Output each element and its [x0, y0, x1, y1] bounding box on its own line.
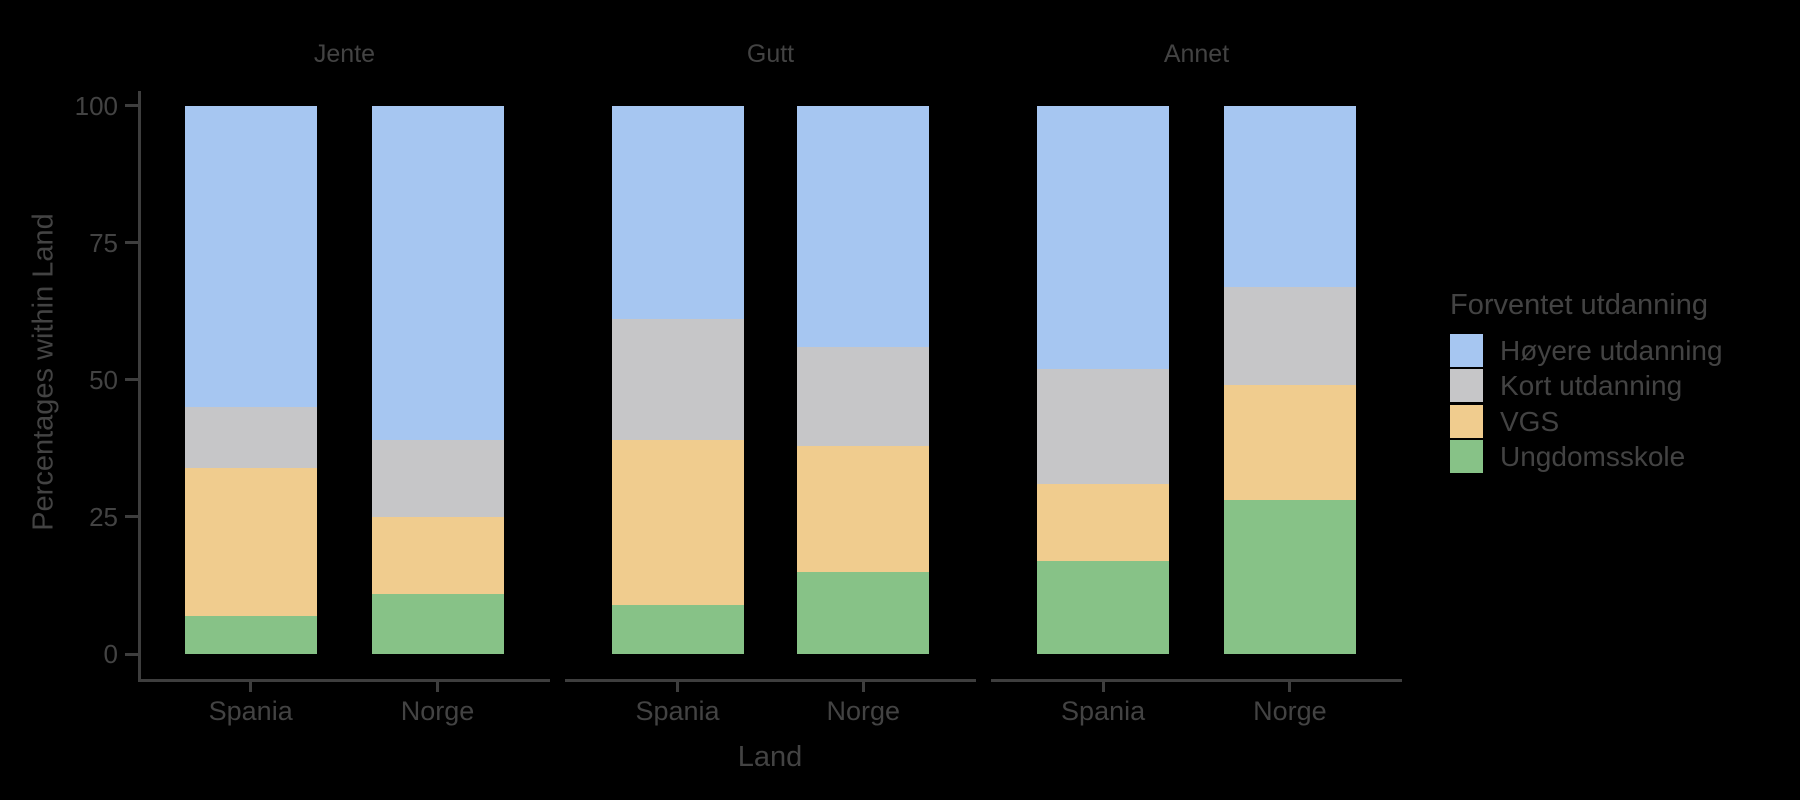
x-axis-line	[139, 679, 550, 682]
legend-item-label: VGS	[1500, 405, 1560, 437]
bar-segment	[1037, 483, 1170, 561]
y-tick	[125, 515, 138, 519]
bar-segment	[1037, 368, 1170, 484]
bar-segment	[611, 105, 744, 320]
bar-segment	[797, 445, 930, 572]
legend-key-swatch	[1450, 440, 1483, 474]
y-tick-label: 50	[89, 364, 118, 395]
y-tick	[125, 378, 138, 382]
bar-segment	[371, 593, 504, 654]
y-tick-label: 100	[74, 90, 118, 121]
x-tick-label: Spania	[208, 696, 293, 726]
x-tick	[676, 679, 679, 692]
bar-segment	[1223, 286, 1356, 386]
facet-title: Gutt	[746, 40, 795, 68]
x-axis-line	[991, 679, 1402, 682]
bar-segment	[1223, 500, 1356, 654]
x-axis-line	[565, 679, 976, 682]
y-tick-label: 25	[89, 501, 118, 532]
legend-item-label: Ungdomsskole	[1500, 441, 1686, 473]
x-tick	[1101, 679, 1105, 692]
legend-item-label: Kort utdanning	[1500, 370, 1683, 402]
x-tick-label: Norge	[826, 696, 901, 726]
y-tick	[125, 241, 138, 245]
bar-segment	[184, 467, 317, 616]
x-axis-title: Land	[737, 741, 803, 773]
bar-segment	[184, 407, 317, 468]
x-tick-label: Norge	[1253, 696, 1327, 726]
bar-segment	[797, 346, 930, 446]
bar-segment	[184, 105, 317, 408]
x-tick	[1288, 679, 1292, 692]
bar-segment	[371, 516, 504, 594]
bar-segment	[1223, 105, 1356, 287]
y-axis-line	[138, 91, 141, 682]
y-tick-label: 0	[103, 639, 118, 669]
y-tick	[125, 104, 138, 107]
x-tick	[861, 679, 865, 692]
bar-segment	[797, 571, 930, 654]
x-tick-label: Norge	[400, 696, 475, 726]
legend-item-label: Høyere utdanning	[1500, 335, 1723, 366]
x-tick-label: Spania	[1061, 696, 1146, 726]
bar-segment	[1037, 560, 1170, 654]
bar-segment	[611, 440, 744, 605]
legend-title: Forventet utdanning	[1450, 289, 1708, 321]
facet-title: Jente	[313, 40, 376, 68]
legend-key-swatch	[1450, 334, 1483, 367]
y-tick-label: 75	[89, 227, 118, 258]
bar-segment	[611, 319, 744, 441]
legend-key-swatch	[1450, 404, 1483, 438]
bar-segment	[1223, 385, 1356, 501]
facet-title: Annet	[1163, 40, 1230, 68]
x-tick	[436, 679, 439, 692]
bar-segment	[184, 615, 317, 654]
bar-segment	[1037, 105, 1170, 369]
legend-key-swatch	[1450, 369, 1483, 403]
bar-segment	[371, 105, 504, 441]
y-tick	[125, 652, 138, 656]
x-tick-label: Spania	[635, 696, 720, 726]
bar-segment	[797, 105, 930, 347]
bar-segment	[611, 604, 744, 654]
x-tick	[249, 679, 253, 692]
bar-segment	[371, 440, 504, 517]
